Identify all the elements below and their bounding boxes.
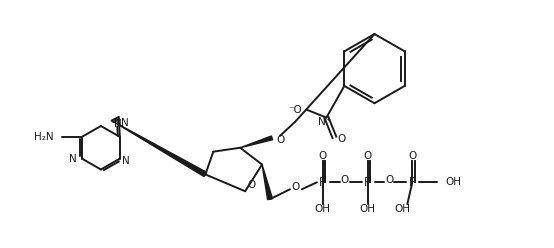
Text: N: N xyxy=(114,119,121,128)
Text: OH: OH xyxy=(394,204,411,214)
Text: O: O xyxy=(247,180,255,190)
Text: OH: OH xyxy=(445,177,461,187)
Text: ⁻O: ⁻O xyxy=(288,105,301,115)
Text: N⁺: N⁺ xyxy=(318,117,331,126)
Text: O: O xyxy=(292,182,300,192)
Text: O: O xyxy=(363,151,372,161)
Text: N: N xyxy=(69,154,77,164)
Text: O: O xyxy=(341,175,349,185)
Text: N: N xyxy=(121,118,129,128)
Text: P: P xyxy=(409,176,416,189)
Text: P: P xyxy=(364,176,371,189)
Text: P: P xyxy=(319,176,326,189)
Text: N: N xyxy=(122,155,130,166)
Polygon shape xyxy=(111,121,207,177)
Polygon shape xyxy=(240,136,273,148)
Text: O: O xyxy=(319,151,327,161)
Text: OH: OH xyxy=(360,204,376,214)
Text: H₂N: H₂N xyxy=(34,132,54,142)
Text: O: O xyxy=(337,134,346,144)
Text: O: O xyxy=(408,151,417,161)
Polygon shape xyxy=(262,164,273,200)
Text: O: O xyxy=(386,175,393,185)
Text: O: O xyxy=(276,135,284,145)
Text: OH: OH xyxy=(315,204,331,214)
